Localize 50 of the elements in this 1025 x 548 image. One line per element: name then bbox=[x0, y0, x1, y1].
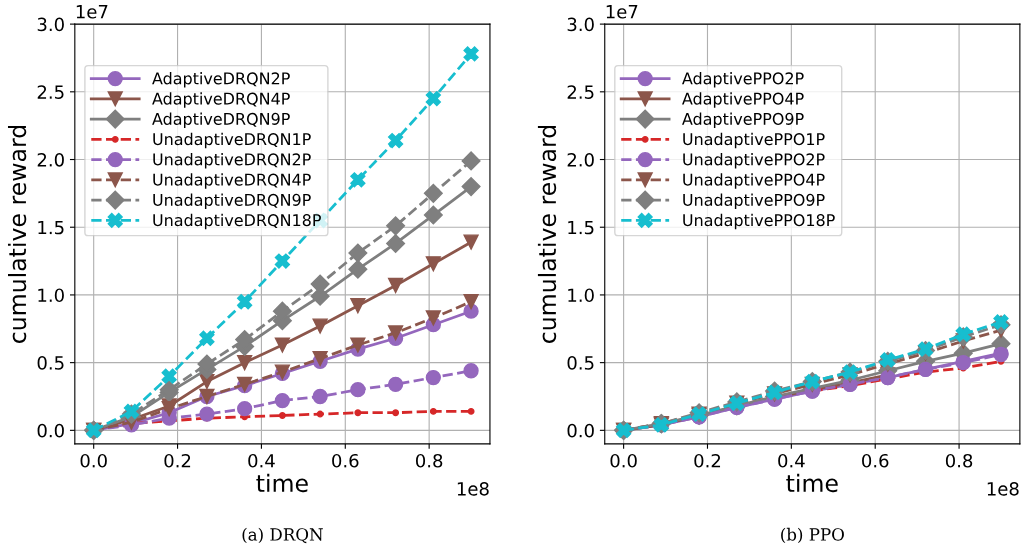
legend-label: UnadaptiveDRQN9P bbox=[153, 193, 311, 210]
y-axis-title: cumulative reward bbox=[537, 125, 557, 343]
x-axis-title: time bbox=[256, 473, 308, 493]
x-tick-label: 0.8 bbox=[945, 453, 973, 468]
y-tick-label: 1.5 bbox=[38, 220, 64, 235]
x-axis-title: time bbox=[786, 473, 838, 493]
y-axis-title: cumulative reward bbox=[7, 125, 27, 343]
legend-label: UnadaptiveDRQN4P bbox=[153, 173, 311, 189]
y-tick-label: 3.0 bbox=[37, 17, 64, 32]
y-tick-label: 0.0 bbox=[37, 423, 64, 438]
legend-label: AdaptiveDRQN4P bbox=[152, 92, 290, 108]
legend-label: UnadaptivePPO2P bbox=[683, 153, 825, 169]
y-tick-label: 1.0 bbox=[568, 288, 594, 303]
x-tick-label: 0.6 bbox=[862, 453, 889, 468]
y-tick-label: 1.0 bbox=[38, 288, 64, 303]
y-tick-label: 0.0 bbox=[567, 423, 594, 438]
y-tick-label: 3.0 bbox=[567, 17, 594, 32]
legend-label: AdaptivePPO4P bbox=[682, 92, 804, 108]
text: (a) DRQN bbox=[242, 527, 323, 544]
legend-label: AdaptiveDRQN9P bbox=[152, 112, 290, 129]
y-tick-label: 2.5 bbox=[567, 85, 594, 99]
legend-label: AdaptivePPO2P bbox=[682, 72, 804, 88]
x-tick-label: 0.8 bbox=[415, 453, 443, 468]
y-tick-label: 0.5 bbox=[37, 356, 64, 370]
x-tick-label: 0.6 bbox=[332, 453, 359, 468]
x-tick-label: 0.2 bbox=[694, 453, 721, 468]
legend-label: UnadaptiveDRQN2P bbox=[153, 153, 311, 169]
x-tick-label: 0.0 bbox=[80, 453, 107, 468]
legend-label: UnadaptivePPO9P bbox=[683, 193, 825, 210]
text: 1e8 bbox=[987, 481, 1019, 496]
legend-label: UnadaptiveDRQN18P bbox=[153, 213, 321, 230]
legend-label: UnadaptivePPO18P bbox=[683, 213, 835, 230]
legend-label: AdaptiveDRQN2P bbox=[152, 72, 290, 88]
text: 1e8 bbox=[457, 481, 489, 496]
text: (b) PPO bbox=[781, 527, 844, 544]
y-tick-label: 2.5 bbox=[37, 85, 64, 99]
text: 1e7 bbox=[76, 5, 108, 19]
legend-label: UnadaptivePPO4P bbox=[683, 173, 825, 189]
legend-label: AdaptivePPO9P bbox=[682, 112, 804, 129]
x-tick-label: 0.4 bbox=[778, 453, 805, 468]
x-tick-label: 0.2 bbox=[164, 453, 191, 468]
y-tick-label: 2.0 bbox=[567, 152, 594, 167]
text: 1e7 bbox=[606, 5, 638, 19]
y-tick-label: 2.0 bbox=[37, 152, 64, 167]
legend-label: UnadaptivePPO1P bbox=[683, 132, 825, 149]
y-tick-label: 0.5 bbox=[567, 356, 594, 370]
x-tick-label: 0.4 bbox=[248, 453, 275, 468]
y-tick-label: 1.5 bbox=[568, 220, 594, 235]
x-tick-label: 0.0 bbox=[610, 453, 637, 468]
legend-label: UnadaptiveDRQN1P bbox=[153, 132, 311, 149]
